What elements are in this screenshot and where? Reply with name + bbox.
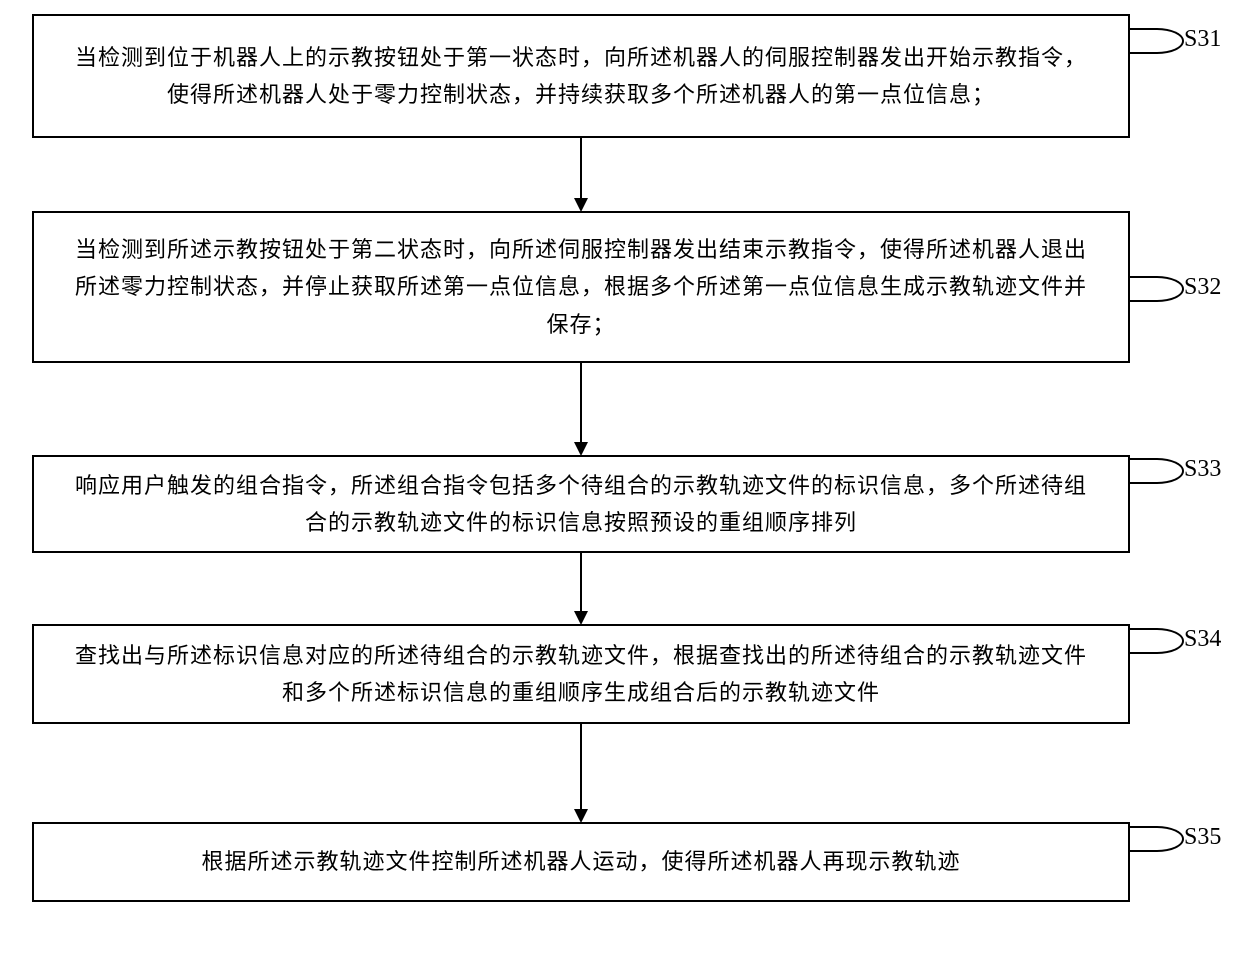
label-connector: [1130, 826, 1184, 852]
node-label-s33: S33: [1184, 456, 1221, 483]
flowchart-node-s31: 当检测到位于机器人上的示教按钮处于第一状态时，向所述机器人的伺服控制器发出开始示…: [32, 14, 1130, 138]
flowchart-arrow: [580, 553, 582, 611]
flowchart-node-s32: 当检测到所述示教按钮处于第二状态时，向所述伺服控制器发出结束示教指令，使得所述机…: [32, 211, 1130, 363]
flowchart-arrow: [580, 724, 582, 809]
node-label-s32: S32: [1184, 274, 1221, 301]
arrow-head-icon: [574, 809, 588, 823]
flowchart-node-s33: 响应用户触发的组合指令，所述组合指令包括多个待组合的示教轨迹文件的标识信息，多个…: [32, 455, 1130, 553]
node-label-s35: S35: [1184, 824, 1221, 851]
node-label-s34: S34: [1184, 626, 1221, 653]
flowchart-arrow: [580, 363, 582, 442]
arrow-head-icon: [574, 442, 588, 456]
node-label-s31: S31: [1184, 26, 1221, 53]
label-connector: [1130, 628, 1184, 654]
arrow-head-icon: [574, 198, 588, 212]
label-connector: [1130, 28, 1184, 54]
flowchart-arrow: [580, 138, 582, 198]
arrow-head-icon: [574, 611, 588, 625]
label-connector: [1130, 458, 1184, 484]
flowchart-node-s35: 根据所述示教轨迹文件控制所述机器人运动，使得所述机器人再现示教轨迹: [32, 822, 1130, 902]
flowchart-canvas: 当检测到位于机器人上的示教按钮处于第一状态时，向所述机器人的伺服控制器发出开始示…: [0, 0, 1240, 958]
flowchart-node-s34: 查找出与所述标识信息对应的所述待组合的示教轨迹文件，根据查找出的所述待组合的示教…: [32, 624, 1130, 724]
node-text: 当检测到所述示教按钮处于第二状态时，向所述伺服控制器发出结束示教指令，使得所述机…: [64, 231, 1098, 343]
node-text: 根据所述示教轨迹文件控制所述机器人运动，使得所述机器人再现示教轨迹: [201, 843, 960, 880]
label-connector: [1130, 276, 1184, 302]
node-text: 查找出与所述标识信息对应的所述待组合的示教轨迹文件，根据查找出的所述待组合的示教…: [64, 637, 1098, 712]
node-text: 当检测到位于机器人上的示教按钮处于第一状态时，向所述机器人的伺服控制器发出开始示…: [64, 39, 1098, 114]
node-text: 响应用户触发的组合指令，所述组合指令包括多个待组合的示教轨迹文件的标识信息，多个…: [64, 467, 1098, 542]
